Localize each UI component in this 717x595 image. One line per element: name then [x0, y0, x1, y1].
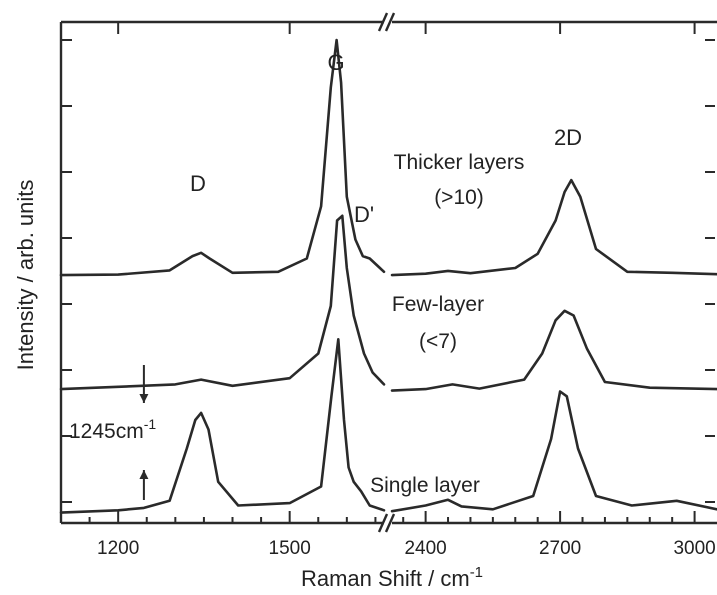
marker-label-text: 1245cm	[69, 420, 144, 443]
curve-label-few-count: (<7)	[419, 330, 457, 353]
peak-label-d-prime: D'	[354, 202, 374, 227]
marker-arrow-down-head	[139, 394, 149, 403]
peak-label-g: G	[327, 50, 344, 75]
x-axis-title-text: Raman Shift / cm	[301, 566, 470, 591]
x-tick-label: 2700	[539, 538, 581, 559]
series-2-line-seg-0	[59, 337, 386, 514]
marker-arrows	[139, 365, 149, 500]
x-tick-label: 1200	[97, 538, 139, 559]
spectra-traces	[59, 38, 717, 514]
x-axis-title: Raman Shift / cm-1	[301, 564, 483, 591]
curve-label-few: Few-layer	[392, 293, 484, 316]
series-2-line-seg-1	[390, 390, 717, 513]
x-tick-label: 2400	[404, 538, 446, 559]
marker-label: 1245cm-1	[69, 416, 156, 443]
curve-label-single: Single layer	[370, 474, 480, 497]
x-tick-label: 3000	[673, 538, 715, 559]
series-0-line-seg-0	[59, 38, 386, 277]
marker-arrow-up-head	[139, 470, 149, 479]
y-axis-title: Intensity / arb. units	[13, 180, 38, 371]
series-1-line-seg-1	[390, 309, 717, 392]
series-0-line-seg-1	[390, 178, 717, 277]
series-1-line-seg-0	[59, 214, 386, 391]
x-tick-label: 1500	[269, 538, 311, 559]
axis-break-mark-0-1	[384, 12, 396, 32]
marker-label-sup: -1	[144, 416, 157, 432]
axis-break-mark-0-0	[377, 12, 389, 32]
x-axis-title-sup: -1	[470, 564, 483, 581]
axis-ticks: 1200 1500 2400 2700 3000	[61, 22, 716, 559]
axis-break-mark-1-0	[377, 513, 389, 533]
curve-label-thicker: Thicker layers	[394, 151, 525, 174]
peak-label-d: D	[190, 171, 206, 196]
axis-break-mark-1-1	[384, 513, 396, 533]
curve-label-thicker-count: (>10)	[434, 186, 484, 209]
peak-label-2d: 2D	[554, 125, 582, 150]
